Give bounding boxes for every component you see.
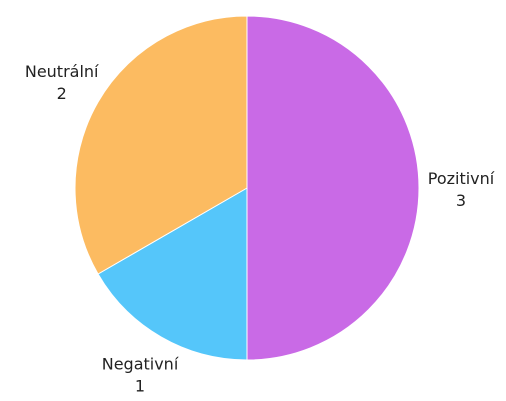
- slice-label-name: Neutrální: [25, 62, 99, 81]
- pie-slice-negativní[interactable]: [97, 187, 248, 361]
- slice-label-value: 3: [456, 191, 466, 210]
- slice-label-name: Pozitivní: [428, 169, 495, 188]
- slice-label-group-pozitivní: Pozitivní 3: [428, 169, 495, 210]
- pie-slice-pozitivní[interactable]: [246, 15, 420, 361]
- pie-slice-neutrální[interactable]: [74, 15, 248, 275]
- slice-label-value: 1: [135, 376, 145, 395]
- slice-label-group-negativní: Negativní 1: [102, 354, 179, 395]
- slice-label-group-neutrální: Neutrální 2: [25, 62, 99, 103]
- slice-label-name: Negativní: [102, 354, 179, 373]
- slice-label-value: 2: [57, 84, 67, 103]
